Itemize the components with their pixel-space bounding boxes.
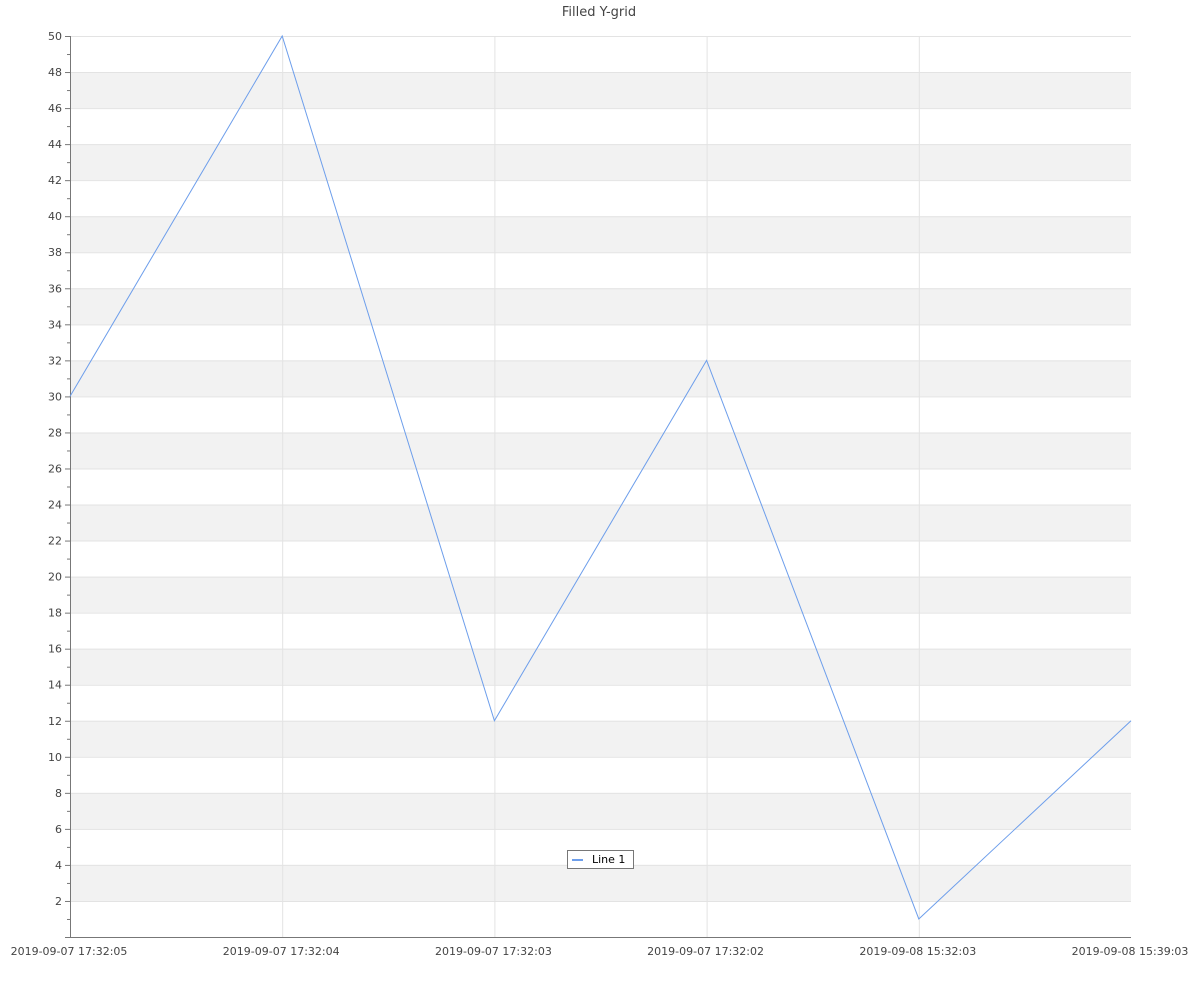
y-tick-label: 4 bbox=[55, 859, 62, 872]
y-tick-label: 10 bbox=[48, 751, 62, 764]
grid-band bbox=[70, 720, 1131, 757]
grid-band bbox=[70, 792, 1131, 829]
legend-label: Line 1 bbox=[592, 853, 625, 866]
grid-band bbox=[70, 648, 1131, 685]
x-tick-label: 2019-09-07 17:32:05 bbox=[11, 945, 128, 958]
x-tick-label: 2019-09-07 17:32:04 bbox=[223, 945, 340, 958]
y-tick-label: 30 bbox=[48, 390, 62, 403]
y-tick-label: 24 bbox=[48, 499, 62, 512]
y-tick-label: 42 bbox=[48, 174, 62, 187]
legend: Line 1 bbox=[567, 850, 634, 869]
grid-band bbox=[70, 288, 1131, 325]
grid-band bbox=[70, 360, 1131, 397]
x-tick-label: 2019-09-07 17:32:02 bbox=[647, 945, 764, 958]
x-tick-label: 2019-09-08 15:39:03 bbox=[1072, 945, 1189, 958]
grid-band bbox=[70, 864, 1131, 901]
y-tick-label: 14 bbox=[48, 679, 62, 692]
y-tick-label: 28 bbox=[48, 426, 62, 439]
y-tick-label: 46 bbox=[48, 102, 62, 115]
y-tick-label: 20 bbox=[48, 571, 62, 584]
y-tick-label: 40 bbox=[48, 210, 62, 223]
y-tick-label: 26 bbox=[48, 462, 62, 475]
y-tick-label: 48 bbox=[48, 66, 62, 79]
y-tick-label: 12 bbox=[48, 715, 62, 728]
grid-band bbox=[70, 72, 1131, 109]
series-line bbox=[69, 34, 1132, 920]
grid-band bbox=[70, 576, 1131, 613]
y-tick-label: 36 bbox=[48, 282, 62, 295]
y-tick-label: 2 bbox=[55, 895, 62, 908]
y-tick-label: 8 bbox=[55, 787, 62, 800]
y-tick-label: 34 bbox=[48, 318, 62, 331]
grid-band bbox=[70, 144, 1131, 181]
y-tick-label: 38 bbox=[48, 246, 62, 259]
chart-title: Filled Y-grid bbox=[562, 5, 636, 20]
y-tick-label: 32 bbox=[48, 354, 62, 367]
y-tick-label: 16 bbox=[48, 643, 62, 656]
y-tick-label: 18 bbox=[48, 607, 62, 620]
grid-band bbox=[70, 504, 1131, 541]
x-tick-label: 2019-09-07 17:32:03 bbox=[435, 945, 552, 958]
grid-band bbox=[70, 216, 1131, 253]
y-tick-label: 50 bbox=[48, 30, 62, 43]
y-tick-label: 6 bbox=[55, 823, 62, 836]
x-tick-label: 2019-09-08 15:32:03 bbox=[859, 945, 976, 958]
y-tick-label: 44 bbox=[48, 138, 62, 151]
grid-band bbox=[70, 432, 1131, 469]
y-tick-label: 22 bbox=[48, 535, 62, 548]
